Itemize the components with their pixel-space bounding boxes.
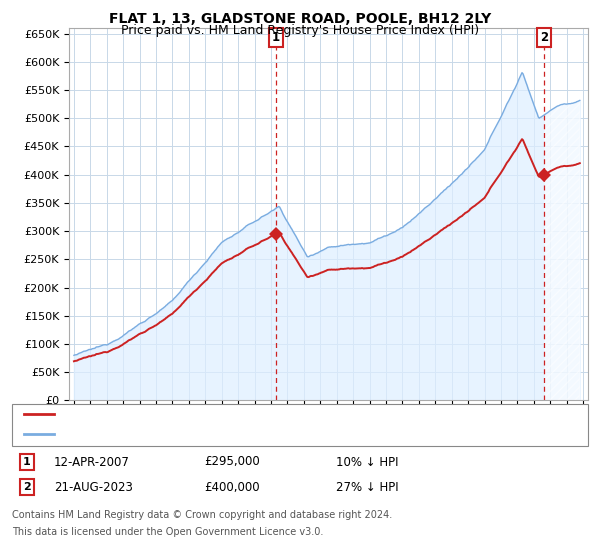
Text: FLAT 1, 13, GLADSTONE ROAD, POOLE, BH12 2LY: FLAT 1, 13, GLADSTONE ROAD, POOLE, BH12 … xyxy=(109,12,491,26)
Text: 2: 2 xyxy=(23,482,31,492)
Text: 27% ↓ HPI: 27% ↓ HPI xyxy=(336,480,398,494)
Text: 10% ↓ HPI: 10% ↓ HPI xyxy=(336,455,398,469)
Text: HPI: Average price, detached house, Bournemouth Christchurch and Poole: HPI: Average price, detached house, Bour… xyxy=(60,429,475,439)
Text: 1: 1 xyxy=(23,457,31,467)
Text: 12-APR-2007: 12-APR-2007 xyxy=(54,455,130,469)
Text: £295,000: £295,000 xyxy=(204,455,260,469)
Text: Contains HM Land Registry data © Crown copyright and database right 2024.: Contains HM Land Registry data © Crown c… xyxy=(12,510,392,520)
Text: 2: 2 xyxy=(540,31,548,44)
Text: FLAT 1, 13, GLADSTONE ROAD, POOLE, BH12 2LY (detached house): FLAT 1, 13, GLADSTONE ROAD, POOLE, BH12 … xyxy=(60,409,436,419)
Text: 1: 1 xyxy=(272,31,280,44)
Text: Price paid vs. HM Land Registry's House Price Index (HPI): Price paid vs. HM Land Registry's House … xyxy=(121,24,479,36)
Text: This data is licensed under the Open Government Licence v3.0.: This data is licensed under the Open Gov… xyxy=(12,527,323,537)
Text: 21-AUG-2023: 21-AUG-2023 xyxy=(54,480,133,494)
Text: £400,000: £400,000 xyxy=(204,480,260,494)
